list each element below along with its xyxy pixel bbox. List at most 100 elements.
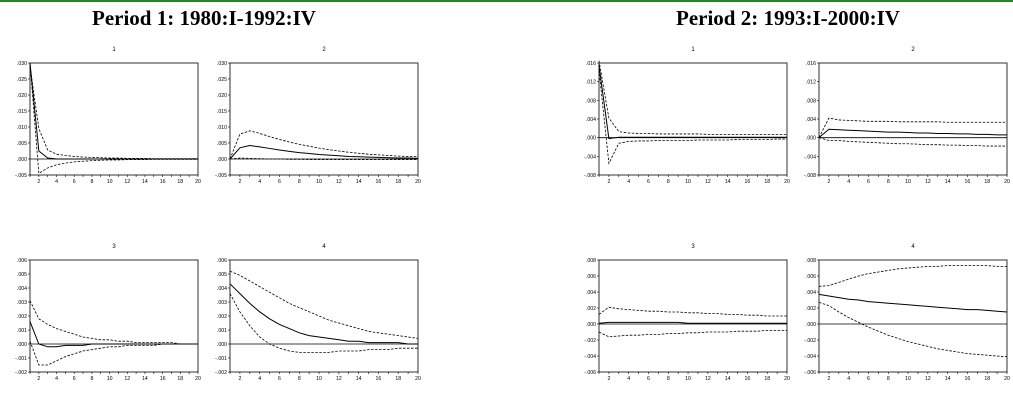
x-tick-label: 10 [685,376,691,382]
y-tick-label: .000 [217,342,227,348]
x-tick-label: 14 [356,376,362,382]
y-tick-label: -.002 [584,338,596,344]
plot-frame [229,259,419,373]
y-tick-label: -.001 [15,356,27,362]
x-tick-label: 20 [415,376,421,382]
x-tick-label: 6 [867,179,870,185]
confidence-band-line [818,117,1007,138]
y-tick-label: .004 [586,117,596,123]
response-line [29,62,198,160]
y-tick-label: .001 [217,328,227,334]
x-tick-label: 6 [278,376,281,382]
chart-panel: 4 -.006 -.004 -.002 .000 .002 .004 .006 .008 2 4 6 8… [804,244,1010,382]
x-tick-label: 18 [177,179,183,185]
panel-title: 1 [691,47,695,53]
x-tick-label: 2 [238,376,241,382]
y-tick-label: .004 [806,117,816,123]
y-tick-label: .002 [17,314,27,320]
y-tick-label: .025 [217,77,227,83]
y-tick-label: .006 [217,258,227,264]
x-tick-label: 6 [647,179,650,185]
x-tick-label: 18 [177,376,183,382]
x-tick-label: 6 [73,179,76,185]
x-tick-label: 6 [647,376,650,382]
confidence-band-line [598,306,787,317]
x-tick-label: 20 [195,179,201,185]
x-tick-label: 8 [90,179,93,185]
panel-title: 4 [322,244,326,250]
y-tick-label: .005 [217,272,227,278]
confidence-band-line [229,270,419,339]
x-tick-label: 12 [124,376,130,382]
x-tick-label: 16 [376,179,382,185]
y-tick-label: .015 [217,109,227,115]
x-tick-label: 16 [965,179,971,185]
x-tick-label: 6 [278,179,281,185]
x-tick-label: 2 [827,376,830,382]
plot-frame [598,259,788,373]
panel-title: 2 [322,47,326,53]
y-tick-label: .010 [217,125,227,131]
y-tick-label: -.002 [15,370,27,376]
x-tick-label: 14 [356,179,362,185]
y-tick-label: -.008 [804,173,816,179]
x-tick-label: 4 [55,376,58,382]
y-tick-label: .000 [217,157,227,163]
x-tick-label: 8 [298,376,301,382]
y-tick-label: .006 [586,274,596,280]
confidence-band-line [818,265,1007,287]
confidence-band-line [29,341,198,366]
x-tick-label: 4 [258,179,261,185]
x-tick-label: 4 [847,376,850,382]
x-tick-label: 10 [685,179,691,185]
x-tick-label: 14 [945,376,951,382]
period-2-title: Period 2: 1993:I-2000:IV [676,6,900,30]
plot-frame [598,62,788,176]
x-tick-label: 14 [142,376,148,382]
y-tick-label: .008 [586,98,596,104]
y-tick-label: .012 [586,80,596,86]
panel-title: 1 [112,47,116,53]
y-tick-label: .016 [806,61,816,67]
x-tick-label: 18 [764,376,770,382]
chart-panel: 2 -.008 -.004 .000 .004 .008 .012 .016 2 4 6 8 10 12 1… [804,47,1010,185]
x-tick-label: 14 [725,376,731,382]
y-tick-label: -.006 [804,370,816,376]
x-tick-label: 2 [37,376,40,382]
x-tick-label: 8 [887,179,890,185]
y-tick-label: .000 [586,136,596,142]
x-tick-label: 16 [965,376,971,382]
chart-panel: 1 -.008 -.004 .000 .004 .008 .012 .016 2 4 6 8 10 12 1… [584,47,790,185]
x-tick-label: 4 [627,376,630,382]
panel-title: 2 [911,47,915,53]
x-tick-label: 10 [107,179,113,185]
y-tick-label: -.004 [804,354,816,360]
x-tick-label: 14 [945,179,951,185]
chart-panel: 3 -.006 -.004 -.002 .000 .002 .004 .006 .008 2 4 6 8… [584,244,790,382]
x-tick-label: 8 [667,179,670,185]
y-tick-label: .005 [17,141,27,147]
y-tick-label: .002 [217,314,227,320]
x-tick-label: 12 [705,179,711,185]
y-tick-label: .005 [217,141,227,147]
y-tick-label: .008 [586,258,596,264]
x-tick-label: 2 [607,179,610,185]
x-tick-label: 16 [160,376,166,382]
x-tick-label: 16 [745,376,751,382]
confidence-band-line [598,329,787,338]
x-tick-label: 18 [984,376,990,382]
y-tick-label: .000 [17,342,27,348]
x-tick-label: 2 [607,376,610,382]
y-tick-label: .004 [806,290,816,296]
y-tick-label: .000 [586,322,596,328]
y-tick-label: .010 [17,125,27,131]
x-tick-label: 10 [905,376,911,382]
confidence-band-line [818,302,1008,358]
y-tick-label: .006 [806,274,816,280]
x-tick-label: 18 [984,179,990,185]
plot-frame [818,259,1008,373]
y-tick-label: .002 [586,306,596,312]
x-tick-label: 20 [784,376,790,382]
confidence-band-line [29,66,198,160]
y-tick-label: .004 [17,286,27,292]
